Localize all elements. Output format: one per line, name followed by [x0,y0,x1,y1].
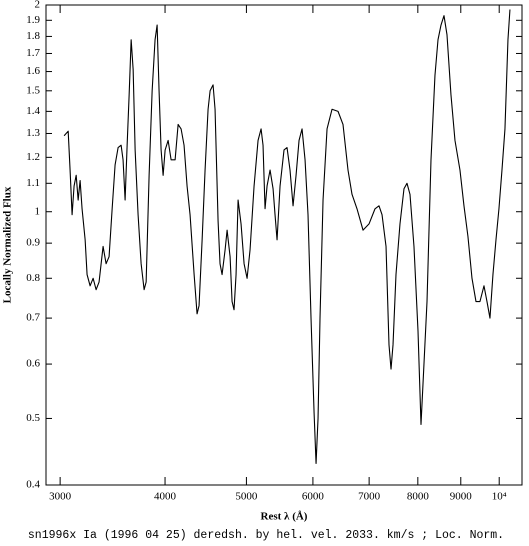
caption: sn1996x Ia (1996 04 25) deredsh. by hel.… [28,529,504,542]
y-tick-label: 0.6 [26,358,40,370]
x-tick-label: 7000 [358,491,381,503]
y-tick-label: 1.7 [26,47,40,59]
x-tick-label: 6000 [302,491,325,503]
y-tick-label: 1.6 [26,65,40,77]
y-tick-label: 1.1 [26,177,40,189]
y-tick-label: 0.9 [26,237,40,249]
x-tick-label: 4000 [154,491,177,503]
x-tick-label: 9000 [450,491,473,503]
x-tick-label: 8000 [407,491,430,503]
y-tick-label: 1.5 [26,84,40,96]
y-tick-label: 1 [35,205,41,217]
spectrum-line [63,9,511,464]
y-tick-label: 2 [35,0,41,11]
y-tick-label: 0.4 [26,479,40,491]
x-tick-label: 10⁴ [492,491,507,503]
y-tick-label: 1.9 [26,14,40,26]
y-tick-label: 0.5 [26,412,40,424]
x-tick-label: 5000 [235,491,258,503]
y-tick-label: 0.7 [26,312,40,324]
y-tick-label: 1.8 [26,30,40,42]
plot-frame [45,4,523,486]
x-tick-label: 3000 [49,491,72,503]
y-tick-label: 1.4 [26,105,40,117]
y-tick-label: 0.8 [26,272,40,284]
y-tick-label: 1.2 [26,151,40,163]
x-axis-label: Rest λ (Å) [261,511,308,523]
y-axis-label: Locally Normalized Flux [2,186,14,303]
y-tick-label: 1.3 [26,127,40,139]
